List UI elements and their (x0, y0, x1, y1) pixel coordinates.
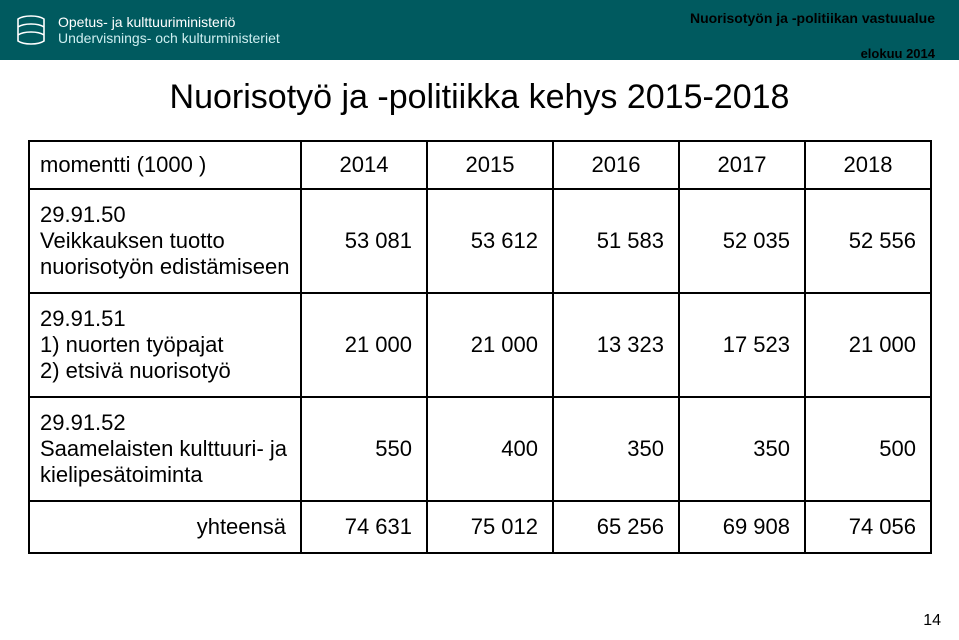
total-value: 74 631 (301, 501, 427, 553)
cell-value: 17 523 (679, 293, 805, 397)
cell-value: 400 (427, 397, 553, 501)
cell-value: 350 (553, 397, 679, 501)
total-label: yhteensä (29, 501, 301, 553)
ministry-name-sv: Undervisnings- och kulturministeriet (58, 30, 280, 46)
cell-value: 52 035 (679, 189, 805, 293)
cell-value: 21 000 (427, 293, 553, 397)
table-row: 29.91.52Saamelaisten kulttuuri- ja kieli… (29, 397, 931, 501)
header-right-block: Nuorisotyön ja -politiikan vastuualue el… (690, 10, 935, 61)
year-col-1: 2015 (427, 141, 553, 189)
ministry-logo-icon (14, 13, 48, 47)
header-date: elokuu 2014 (690, 46, 935, 61)
year-col-0: 2014 (301, 141, 427, 189)
total-value: 74 056 (805, 501, 931, 553)
budget-table: momentti (1000 ) 2014 2015 2016 2017 201… (28, 140, 932, 554)
cell-value: 21 000 (301, 293, 427, 397)
department-name: Nuorisotyön ja -politiikan vastuualue (690, 10, 935, 26)
slide-title: Nuorisotyö ja -politiikka kehys 2015-201… (0, 78, 959, 117)
page-number: 14 (923, 612, 941, 630)
total-value: 75 012 (427, 501, 553, 553)
cell-value: 500 (805, 397, 931, 501)
ministry-names: Opetus- ja kulttuuriministeriö Undervisn… (58, 14, 280, 46)
table-row: 29.91.511) nuorten työpajat2) etsivä nuo… (29, 293, 931, 397)
total-value: 69 908 (679, 501, 805, 553)
year-col-2: 2016 (553, 141, 679, 189)
year-col-3: 2017 (679, 141, 805, 189)
cell-value: 53 612 (427, 189, 553, 293)
table-row: 29.91.50Veikkauksen tuotto nuorisotyön e… (29, 189, 931, 293)
cell-value: 550 (301, 397, 427, 501)
row-label: 29.91.50Veikkauksen tuotto nuorisotyön e… (29, 189, 301, 293)
ministry-name-fi: Opetus- ja kulttuuriministeriö (58, 14, 280, 30)
cell-value: 51 583 (553, 189, 679, 293)
header-label: momentti (1000 ) (29, 141, 301, 189)
cell-value: 53 081 (301, 189, 427, 293)
row-label: 29.91.52Saamelaisten kulttuuri- ja kieli… (29, 397, 301, 501)
ministry-logo-block: Opetus- ja kulttuuriministeriö Undervisn… (14, 13, 280, 47)
row-label: 29.91.511) nuorten työpajat2) etsivä nuo… (29, 293, 301, 397)
cell-value: 350 (679, 397, 805, 501)
cell-value: 52 556 (805, 189, 931, 293)
year-col-4: 2018 (805, 141, 931, 189)
table-header-row: momentti (1000 ) 2014 2015 2016 2017 201… (29, 141, 931, 189)
cell-value: 21 000 (805, 293, 931, 397)
table-total-row: yhteensä 74 631 75 012 65 256 69 908 74 … (29, 501, 931, 553)
cell-value: 13 323 (553, 293, 679, 397)
total-value: 65 256 (553, 501, 679, 553)
